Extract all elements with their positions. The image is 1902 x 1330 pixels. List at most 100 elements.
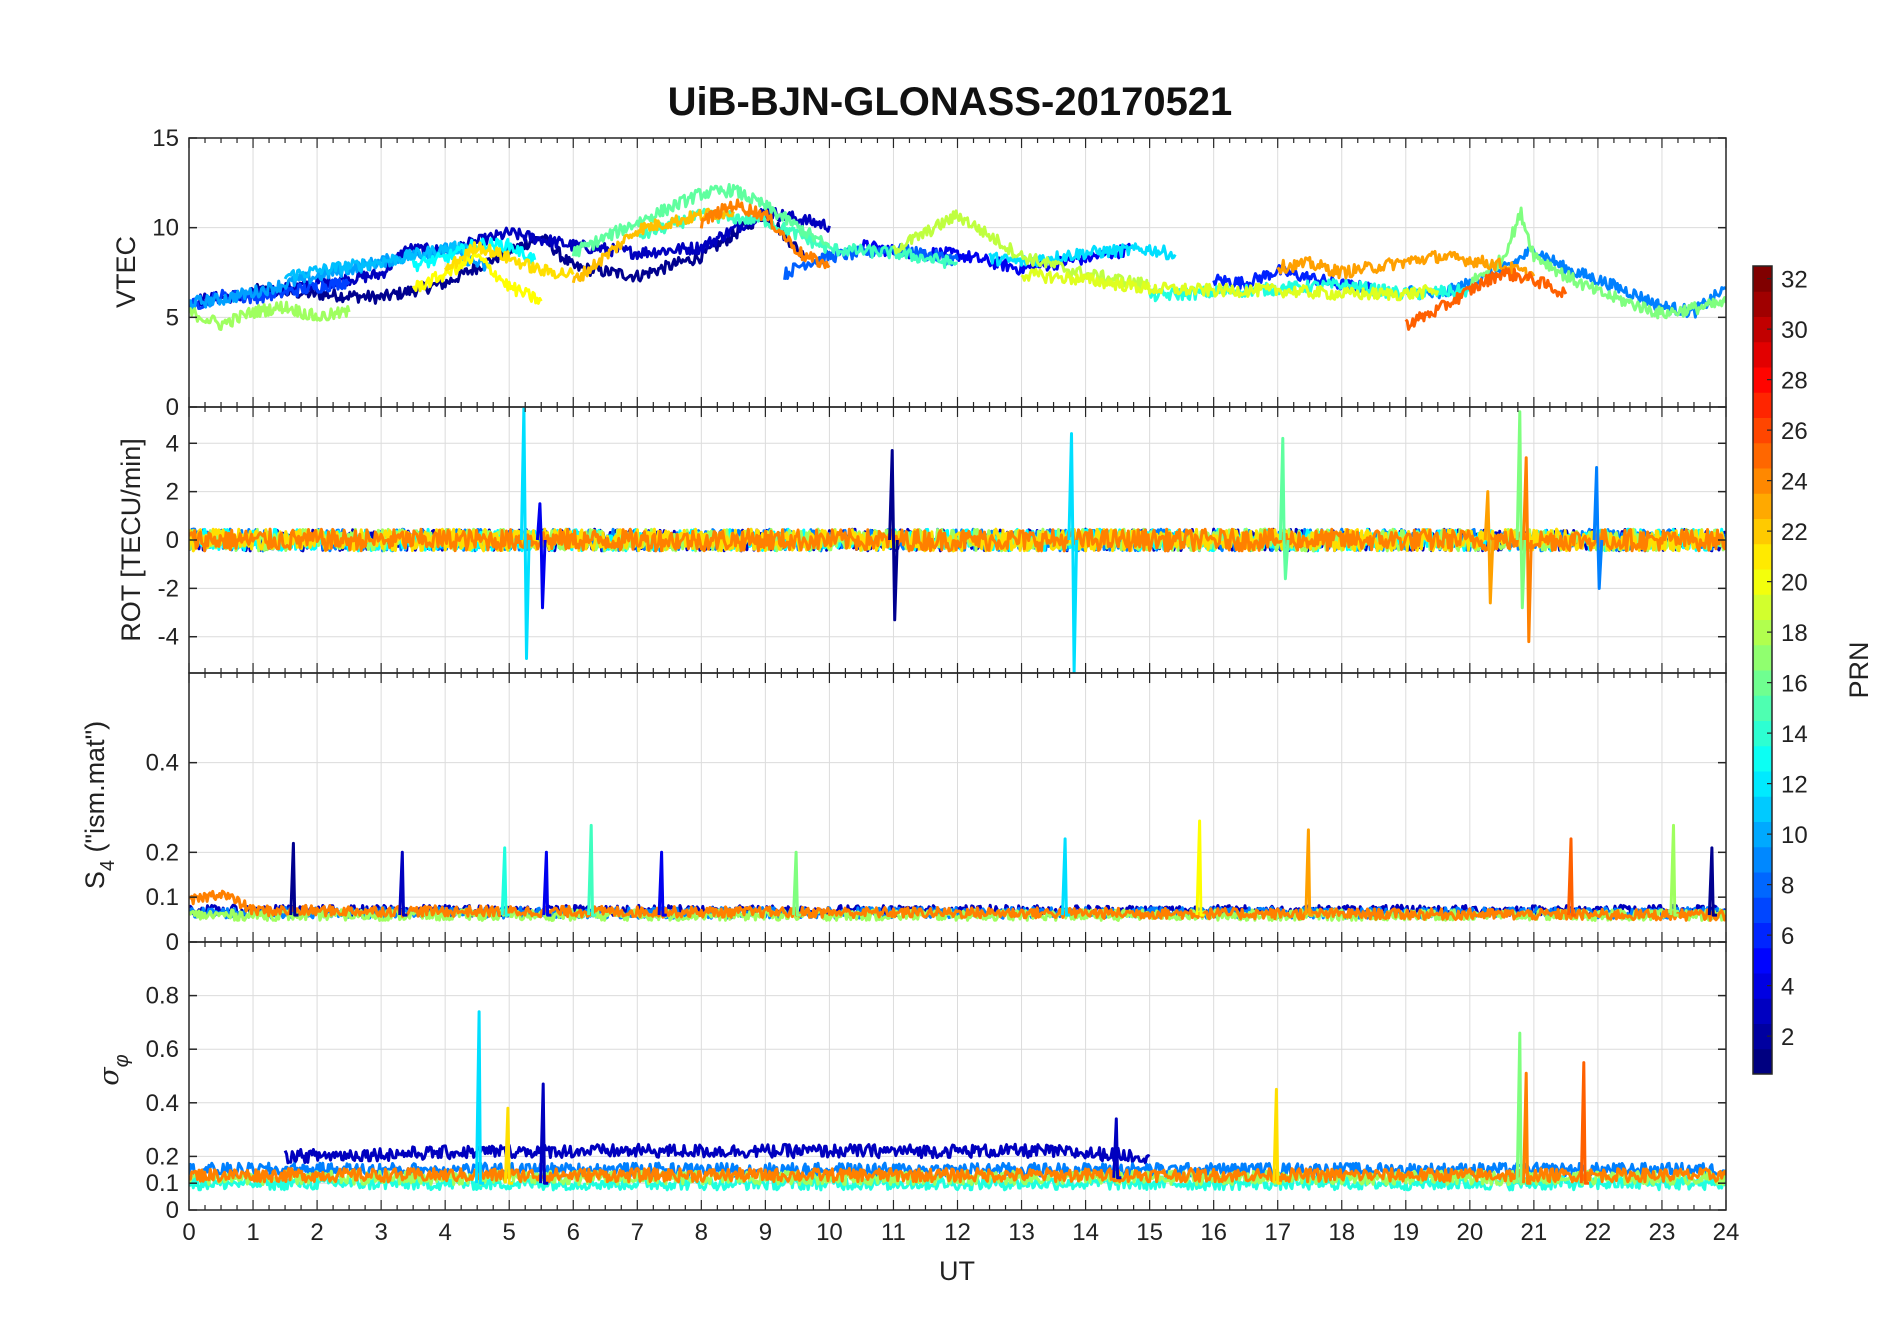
colorbar-band bbox=[1753, 594, 1772, 620]
colorbar-tick-label: 28 bbox=[1781, 368, 1808, 395]
spike-s4-3 bbox=[542, 850, 552, 917]
x-tick-label: 23 bbox=[1649, 1219, 1676, 1246]
series-line-prn-18 bbox=[1020, 267, 1440, 302]
colorbar-band bbox=[1753, 1048, 1772, 1075]
x-axis: 0 1 2 3 4 5 6 7 8 9 10 11 12 13 14 15 16 17 18 19 20 21 22 23 24 bbox=[182, 1219, 1739, 1246]
colorbar-band bbox=[1753, 569, 1772, 595]
colorbar-tick-label: 6 bbox=[1781, 923, 1794, 950]
ylabel-rot: ROT [TECU/min] bbox=[116, 438, 146, 642]
spike-sigma-1 bbox=[539, 1082, 549, 1185]
series-line-prn-23 bbox=[189, 1167, 1726, 1184]
colorbar-band bbox=[1753, 493, 1772, 519]
x-tick-label: 0 bbox=[182, 1219, 195, 1246]
colorbar-band bbox=[1753, 518, 1772, 545]
y-tick-label: -2 bbox=[158, 575, 179, 602]
x-tick-label: 10 bbox=[816, 1219, 843, 1246]
spike-s4-9 bbox=[1304, 828, 1314, 917]
x-tick-label: 8 bbox=[695, 1219, 708, 1246]
ylabel-s4-main: S bbox=[80, 871, 110, 889]
colorbar-tick-label: 8 bbox=[1781, 873, 1794, 900]
colorbar-band bbox=[1753, 695, 1772, 721]
series-line-prn-10 bbox=[988, 242, 1177, 268]
spike-s4-6 bbox=[792, 850, 802, 917]
colorbar-band bbox=[1753, 670, 1772, 696]
spike-s4-1 bbox=[398, 850, 408, 917]
series-line-prn-2 bbox=[283, 1142, 1151, 1165]
x-tick-label: 17 bbox=[1264, 1219, 1291, 1246]
colorbar-band bbox=[1753, 796, 1772, 822]
colorbar-band bbox=[1753, 543, 1772, 570]
colorbar-band bbox=[1753, 266, 1772, 292]
colorbar-tick-label: 14 bbox=[1781, 721, 1808, 748]
ylabel-s4-rest: ("ism.mat") bbox=[80, 721, 110, 860]
series-line-prn-22 bbox=[1276, 249, 1536, 282]
y-tick-label: 0 bbox=[166, 527, 179, 554]
spike-rot-6 bbox=[1522, 456, 1533, 644]
series-line-prn-23 bbox=[699, 198, 831, 270]
colorbar-band bbox=[1753, 973, 1772, 999]
spike-s4-8 bbox=[1195, 819, 1205, 917]
spike-sigma-2 bbox=[503, 1106, 514, 1185]
x-tick-label: 19 bbox=[1392, 1219, 1419, 1246]
colorbar-band bbox=[1753, 367, 1772, 393]
x-tick-label: 20 bbox=[1456, 1219, 1483, 1246]
y-tick-label: 0 bbox=[166, 1197, 179, 1224]
colorbar-tick-label: 30 bbox=[1781, 317, 1808, 344]
chart-title: UiB-BJN-GLONASS-20170521 bbox=[668, 80, 1233, 124]
spike-rot-1 bbox=[535, 502, 547, 610]
colorbar-band bbox=[1753, 644, 1772, 671]
colorbar-band bbox=[1753, 619, 1772, 646]
x-tick-label: 9 bbox=[759, 1219, 772, 1246]
y-tick-label: 0 bbox=[166, 394, 179, 421]
x-tick-label: 12 bbox=[944, 1219, 971, 1246]
x-tick-label: 16 bbox=[1200, 1219, 1227, 1246]
x-tick-label: 11 bbox=[881, 1219, 906, 1246]
colorbar-band bbox=[1753, 846, 1772, 873]
series-line-prn-24 bbox=[1404, 267, 1568, 331]
y-tick-label: 0.1 bbox=[146, 1170, 179, 1197]
colorbar-band bbox=[1753, 316, 1772, 343]
colorbar-band bbox=[1753, 341, 1772, 368]
series-line-prn-2 bbox=[189, 207, 831, 308]
x-tick-label: 3 bbox=[374, 1219, 387, 1246]
spike-sigma-6 bbox=[1522, 1071, 1532, 1185]
colorbar-band bbox=[1753, 1023, 1772, 1050]
spike-rot-7 bbox=[1483, 490, 1495, 605]
y-tick-label: 0.4 bbox=[146, 750, 179, 777]
x-tick-label: 21 bbox=[1521, 1219, 1548, 1246]
panel-vtec: 0 5 10 15 VTEC bbox=[111, 125, 1727, 421]
spike-s4-4 bbox=[587, 823, 597, 917]
colorbar-tick-label: 12 bbox=[1781, 772, 1808, 799]
y-tick-label: 0.4 bbox=[146, 1090, 179, 1117]
ylabel-sigma-main: σ bbox=[94, 1066, 125, 1086]
series-line-prn-17 bbox=[892, 209, 1151, 291]
spike-s4-2 bbox=[500, 846, 510, 917]
spike-sigma-4 bbox=[1272, 1087, 1282, 1185]
ylabel-vtec: VTEC bbox=[111, 236, 141, 308]
x-tick-label: 2 bbox=[310, 1219, 323, 1246]
x-tick-label: 18 bbox=[1328, 1219, 1355, 1246]
colorbar-band bbox=[1753, 442, 1772, 469]
x-axis-label: UT bbox=[939, 1256, 975, 1286]
panel-s4: 0 0.1 0.2 0.4 S4 ("ism.mat") bbox=[80, 672, 1727, 956]
series-line-prn-21 bbox=[571, 207, 735, 284]
colorbar-tick-label: 10 bbox=[1781, 822, 1808, 849]
x-tick-label: 14 bbox=[1072, 1219, 1099, 1246]
spike-s4-5 bbox=[657, 850, 667, 917]
y-tick-label: 0.8 bbox=[146, 983, 179, 1010]
colorbar-tick-label: 22 bbox=[1781, 519, 1808, 546]
spike-s4-11 bbox=[1669, 823, 1679, 917]
spike-s4-7 bbox=[1061, 837, 1071, 917]
colorbar-tick-label: 26 bbox=[1781, 418, 1808, 445]
series-line-prn-9 bbox=[283, 240, 479, 282]
colorbar-band bbox=[1753, 417, 1772, 444]
y-tick-label: 0.2 bbox=[146, 839, 179, 866]
x-tick-label: 7 bbox=[631, 1219, 644, 1246]
spike-rot-2 bbox=[888, 449, 899, 622]
ylabel-s4: S4 ("ism.mat") bbox=[80, 721, 119, 889]
colorbar-band bbox=[1753, 468, 1772, 494]
y-tick-label: 0.2 bbox=[146, 1143, 179, 1170]
colorbar-band bbox=[1753, 291, 1772, 317]
x-tick-label: 13 bbox=[1008, 1219, 1035, 1246]
